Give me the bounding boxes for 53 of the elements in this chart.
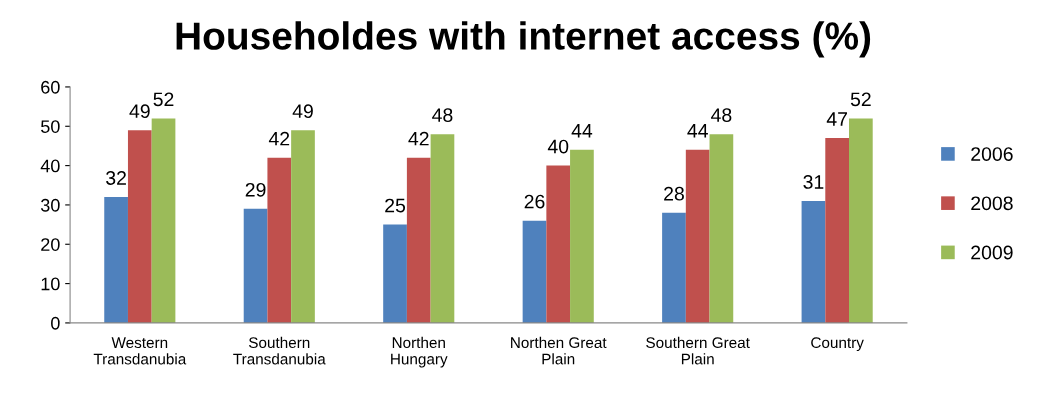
bar: [546, 165, 571, 323]
data-label: 44: [571, 124, 593, 138]
bar: [825, 138, 849, 323]
bar: [406, 157, 431, 323]
data-label: 25: [385, 198, 406, 213]
bar: [801, 201, 826, 323]
data-label: 48: [432, 108, 453, 122]
bar: [570, 149, 594, 323]
y-tick-label: 50: [41, 120, 60, 133]
x-tick-label: Country: [811, 337, 864, 352]
data-label: 42: [408, 131, 429, 146]
data-label: 52: [153, 92, 174, 107]
bar: [522, 220, 547, 323]
x-tick-label: Northen Great Plain: [511, 336, 607, 365]
data-label: 49: [129, 104, 150, 119]
x-tick-label: Northen Hungary: [391, 336, 448, 368]
data-label: 44: [687, 124, 708, 138]
bar: [243, 208, 268, 323]
y-tick-label: 40: [40, 159, 60, 173]
data-label: 40: [547, 139, 569, 154]
data-label: 47: [826, 112, 847, 126]
data-label: 49: [292, 104, 313, 119]
bar: [430, 134, 455, 323]
chart-title: Householdes with internet access (%): [176, 21, 871, 58]
bar: [685, 149, 710, 323]
legend-label: 2006: [971, 147, 1013, 161]
bar: [849, 118, 873, 323]
data-label: 28: [664, 186, 684, 201]
bar: [104, 197, 128, 323]
x-tick-label: Southern Great Plain: [646, 336, 750, 365]
x-tick-label: Southern Transdanubia: [233, 336, 326, 365]
bar: [662, 212, 686, 323]
data-label: 48: [711, 108, 732, 122]
y-tick-label: 10: [41, 277, 60, 291]
legend-label: 2008: [971, 196, 1013, 211]
y-tick-label: 30: [40, 198, 60, 212]
data-label: 42: [268, 131, 290, 146]
bar: [151, 118, 176, 323]
y-tick-label: 20: [41, 238, 60, 251]
bar: [127, 130, 152, 323]
legend-label: 2009: [971, 245, 1013, 260]
x-tick-label: Western Transdanubia: [93, 337, 187, 365]
data-label: 31: [803, 175, 824, 189]
data-label: 26: [524, 194, 545, 209]
y-tick-label: 60: [41, 80, 60, 94]
bar: [267, 157, 292, 323]
data-label: 32: [106, 171, 126, 185]
data-label: 52: [850, 92, 871, 107]
data-label: 29: [245, 182, 266, 197]
y-tick-label: 0: [51, 316, 60, 330]
bar: [383, 224, 407, 323]
bar: [291, 130, 315, 323]
bar: [709, 134, 734, 323]
